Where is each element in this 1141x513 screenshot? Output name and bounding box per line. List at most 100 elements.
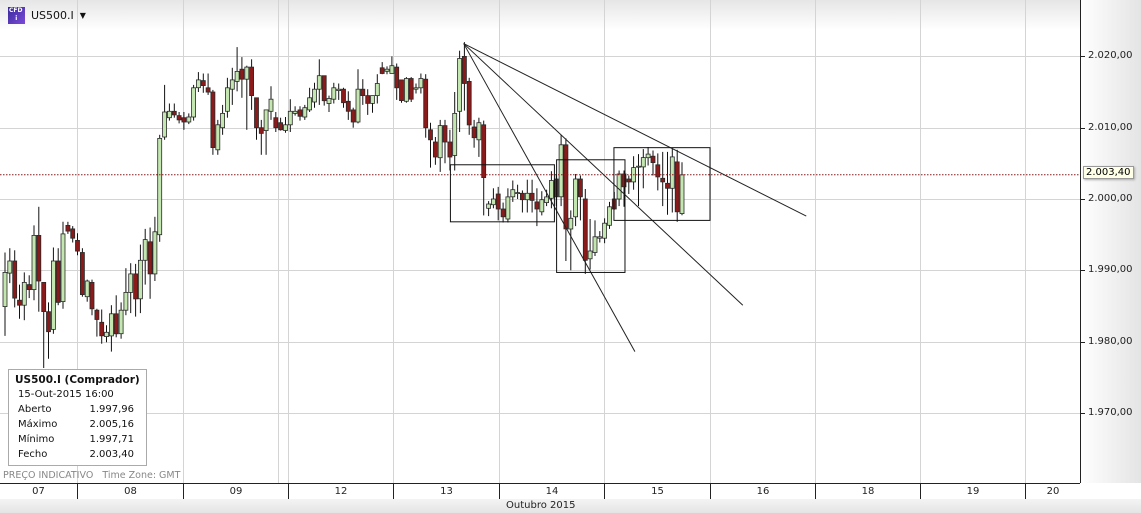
candle-body-down (46, 311, 51, 333)
candle (549, 171, 554, 209)
candle-body-down (80, 252, 85, 295)
candle-body-down (210, 91, 216, 148)
x-tick-label: 07 (32, 486, 45, 497)
month-bar: Outubro 2015 (0, 499, 1141, 513)
candle-body-down (432, 141, 438, 158)
candle-body-up (413, 87, 419, 90)
candle (515, 184, 520, 199)
info-value: 1.997,71 (89, 434, 134, 445)
info-label: Máximo (18, 419, 58, 430)
candle-body-down (26, 284, 32, 291)
info-row: Mínimo 1.997,71 (15, 434, 140, 449)
candle-body-up (370, 95, 375, 104)
candle-body-up (234, 71, 240, 82)
candle-body-down (394, 66, 400, 89)
symbol-selector[interactable]: CFD i US500.I ▼ (8, 7, 86, 24)
candle (341, 87, 346, 108)
candle (558, 134, 564, 207)
candle-body-up (312, 88, 317, 103)
candle-body-down (674, 161, 680, 213)
candle (350, 107, 356, 128)
candle-body-down (133, 273, 139, 300)
candle (278, 117, 284, 131)
y-axis-background (1080, 0, 1141, 483)
candle (539, 191, 545, 216)
candle-body-up (616, 173, 622, 200)
candle (602, 218, 607, 244)
y-tick-label: 2.020,00 (1088, 49, 1133, 61)
candle-body-up (457, 58, 463, 112)
candle-body-down (321, 75, 327, 102)
candle (17, 284, 22, 319)
candle (495, 186, 501, 221)
candle (631, 156, 636, 190)
info-value: 2.003,40 (89, 449, 134, 460)
candle (229, 67, 235, 105)
candle-body-up (152, 231, 158, 275)
candle-body-up (452, 113, 458, 156)
x-tick-label: 12 (288, 484, 393, 499)
candle-body-up (679, 174, 685, 215)
candle-body-up (268, 98, 274, 112)
caret-down-icon[interactable]: ▼ (79, 11, 86, 20)
candle-body-up (505, 196, 511, 220)
timezone-label: Time Zone: GMT (102, 470, 181, 481)
candle (389, 56, 395, 74)
candle-body-down (297, 109, 303, 117)
candle (200, 73, 206, 93)
candle-body-down (423, 78, 429, 129)
candle (665, 151, 670, 215)
candle (374, 74, 380, 104)
candle (244, 65, 250, 130)
candle-body-up (7, 260, 13, 274)
candle-body-up (640, 157, 646, 168)
y-tick-label: 1.990,00 (1088, 263, 1133, 275)
candle-body-up (51, 260, 56, 330)
candle-body-down (500, 208, 506, 218)
candle (650, 150, 656, 176)
candle-body-down (17, 299, 22, 306)
candle (403, 77, 409, 103)
drawings[interactable] (449, 43, 807, 352)
candle (65, 221, 71, 234)
price-chart[interactable] (0, 0, 1141, 483)
candle (442, 119, 448, 164)
candle-body-up (109, 313, 114, 337)
candle-body-down (626, 178, 632, 183)
ohlc-info-box: US500.I (Comprador) 15-Out-2015 16:00 Ab… (8, 369, 147, 466)
info-row: Fecho 2.003,40 (15, 449, 140, 464)
candle-body-up (123, 291, 129, 311)
candle (607, 201, 612, 229)
candle (331, 82, 337, 104)
candle (186, 113, 192, 125)
cfd-logo-icon: CFD i (8, 7, 25, 24)
candle-body-up (220, 113, 226, 129)
candle-body-up (539, 199, 545, 213)
candle-body-down (495, 193, 501, 210)
x-tick-label: 19 (920, 484, 1025, 499)
month-label: Outubro 2015 (506, 500, 576, 511)
candle (292, 106, 298, 116)
candle-body-up (215, 124, 221, 151)
candle (210, 89, 216, 155)
candle (215, 119, 221, 155)
candle (461, 42, 467, 111)
candle (152, 216, 158, 281)
candle-body-up (389, 65, 395, 74)
trendline (463, 43, 807, 217)
candle (302, 104, 308, 120)
candle-body-down (205, 87, 211, 93)
candle (640, 149, 646, 189)
candle-body-up (418, 78, 424, 89)
candle-body-up (84, 280, 90, 298)
candle (224, 77, 230, 118)
candle-body-down (113, 313, 119, 335)
candle (181, 112, 187, 130)
candle (307, 87, 313, 112)
candle-body-down (442, 125, 448, 143)
candle-body-down (94, 309, 100, 320)
candle-body-up (142, 239, 148, 261)
y-tick-label: 2.000,00 (1088, 192, 1133, 204)
candle (490, 188, 496, 209)
candle-body-down (379, 67, 385, 74)
